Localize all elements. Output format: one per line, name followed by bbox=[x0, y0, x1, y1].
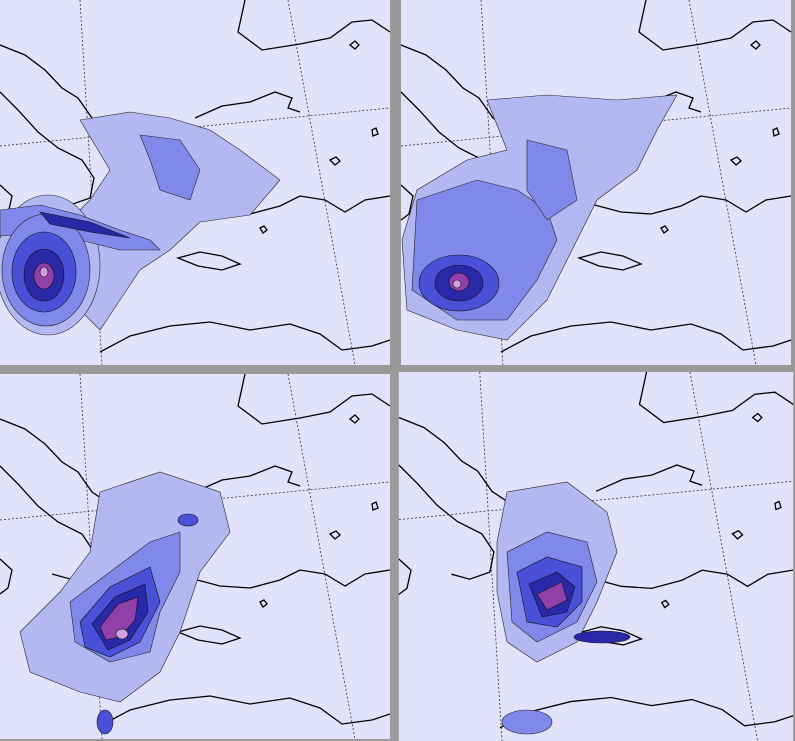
panel bbox=[400, 0, 792, 365]
panel bbox=[398, 372, 794, 741]
panel bbox=[0, 373, 390, 740]
panel bbox=[0, 0, 390, 365]
